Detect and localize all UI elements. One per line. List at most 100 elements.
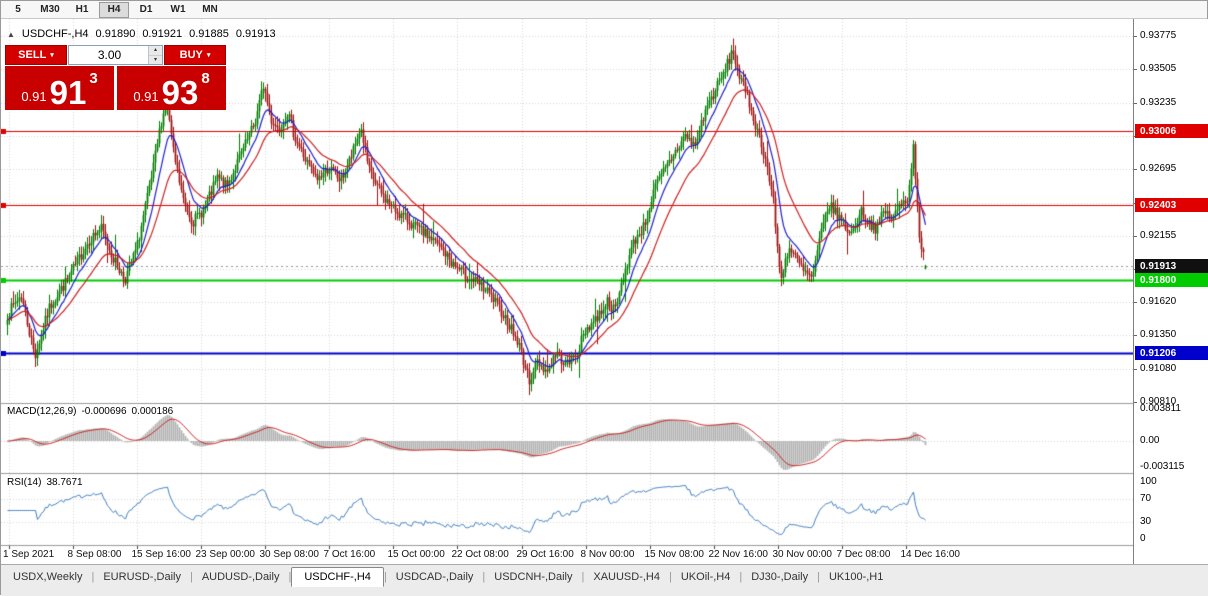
price-axis-label: 0.93505 [1140, 63, 1177, 74]
bar-close-value: 0.91913 [235, 28, 276, 40]
chart-tab[interactable]: USDX,Weekly [13, 571, 83, 583]
chart-tab[interactable]: USDCNH-,Daily [494, 571, 573, 583]
price-axis-label: 0.93235 [1140, 97, 1177, 108]
chart-tab[interactable]: UK100-,H1 [828, 571, 884, 583]
buy-button-label: BUY [179, 49, 203, 61]
trade-controls-row: SELL ▾ ▴ ▾ BUY ▾ [5, 45, 226, 65]
time-axis-label: 1 Sep 2021 [3, 549, 55, 560]
tab-separator: | [482, 571, 486, 583]
chevron-down-icon: ▾ [206, 51, 211, 59]
volume-down-button[interactable]: ▾ [149, 55, 162, 64]
price-axis-label: 0.91080 [1140, 363, 1177, 374]
price-axis-tick [1134, 335, 1137, 336]
volume-input[interactable] [69, 46, 162, 64]
timeframe-button-h4[interactable]: H4 [99, 1, 129, 18]
timeframe-button-d1[interactable]: D1 [139, 4, 153, 15]
buy-price-pip: 8 [201, 70, 210, 87]
one-click-trade-panel: SELL ▾ ▴ ▾ BUY ▾ 0.91 91 [5, 45, 226, 110]
time-axis-label: 7 Oct 16:00 [323, 549, 376, 560]
time-axis-label: 14 Dec 16:00 [900, 549, 961, 560]
volume-control: ▴ ▾ [68, 45, 163, 65]
time-axis-label: 23 Sep 00:00 [195, 549, 256, 560]
symbol-label: USDCHF-,H4 [21, 28, 89, 40]
time-axis-label: 8 Sep 08:00 [67, 549, 122, 560]
price-axis-label: 0.92155 [1140, 230, 1177, 241]
bar-open-value: 0.91890 [95, 28, 136, 40]
price-axis-label: 0.91350 [1140, 329, 1177, 340]
timeframe-toolbar: 5 M30 H1 H4 D1 W1 MN [1, 1, 1207, 19]
rsi-axis-label: 30 [1140, 516, 1152, 527]
tab-separator: | [91, 571, 95, 583]
tab-separator: | [288, 571, 292, 583]
chart-tab[interactable]: AUDUSD-,Daily [201, 571, 280, 583]
time-axis-label: 22 Oct 08:00 [451, 549, 509, 560]
price-axis-label: 0.91620 [1140, 296, 1177, 307]
price-badge: 0.93006 [1135, 124, 1208, 138]
price-axis-tick [1134, 69, 1137, 70]
tab-separator: | [189, 571, 193, 583]
tab-separator: | [383, 571, 387, 583]
time-axis-label: 30 Nov 00:00 [772, 549, 833, 560]
chart-tab[interactable]: USDCAD-,Daily [395, 571, 474, 583]
chart-tabs-bar: USDX,Weekly | EURUSD-,Daily | AUDUSD-,Daily |… [1, 564, 1208, 596]
time-axis-label: 30 Sep 08:00 [259, 549, 320, 560]
rsi-indicator-label: RSI(14) 38.7671 [7, 477, 83, 488]
chart-tab[interactable]: USDCHF-,H4 [291, 567, 384, 587]
chart-area: ▲ USDCHF-,H4 0.91890 0.91921 0.91885 0.9… [1, 19, 1208, 564]
price-badge: 0.91800 [1135, 273, 1208, 287]
sell-button[interactable]: SELL ▾ [5, 45, 67, 65]
rsi-axis-label: 100 [1140, 476, 1157, 487]
price-axis-tick [1134, 236, 1137, 237]
bar-low-value: 0.91885 [189, 28, 229, 40]
macd-indicator-label: MACD(12,26,9) -0.000696 0.000186 [7, 406, 173, 417]
buy-price-box[interactable]: 0.91 93 8 [117, 66, 226, 110]
sell-price-big-digits: 91 [49, 73, 87, 111]
price-axis[interactable]: 0.937750.935050.932350.929650.926950.924… [1133, 19, 1208, 564]
timeframe-button-m30[interactable]: M30 [40, 4, 60, 15]
macd-signal-value: 0.000186 [131, 406, 174, 417]
chart-tab[interactable]: EURUSD-,Daily [103, 571, 181, 583]
tab-separator: | [581, 571, 585, 583]
timeframe-button-h1[interactable]: H1 [75, 4, 89, 15]
buy-price-big-digits: 93 [161, 73, 199, 111]
macd-axis-label: 0.003811 [1140, 403, 1181, 414]
rsi-axis-label: 0 [1140, 533, 1146, 544]
timeframe-button-mn[interactable]: MN [202, 4, 218, 15]
time-axis-label: 22 Nov 16:00 [708, 549, 769, 560]
sell-price-pip: 3 [89, 70, 98, 87]
price-badge: 0.92403 [1135, 198, 1208, 212]
rsi-name: RSI(14) [7, 477, 42, 488]
sell-price-box[interactable]: 0.91 91 3 [5, 66, 114, 110]
price-axis-tick [1134, 169, 1137, 170]
one-click-panel-toggle-icon[interactable]: ▲ [7, 29, 15, 39]
chart-tab[interactable]: DJ30-,Daily [751, 571, 809, 583]
macd-axis-label: 0.00 [1140, 435, 1160, 446]
time-axis-label: 7 Dec 08:00 [836, 549, 891, 560]
time-axis-label: 8 Nov 00:00 [580, 549, 635, 560]
buy-price-prefix: 0.91 [133, 89, 159, 104]
chart-tab[interactable]: XAUUSD-,H4 [593, 571, 660, 583]
volume-spinner: ▴ ▾ [148, 46, 162, 64]
price-axis-label: 0.92695 [1140, 163, 1177, 174]
rsi-value: 38.7671 [46, 477, 83, 488]
time-axis: 1 Sep 2021 8 Sep 08:00 15 Sep 16:00 23 Sep … [1, 546, 1133, 564]
macd-name: MACD(12,26,9) [7, 406, 77, 417]
rsi-axis-label: 70 [1140, 493, 1152, 504]
timeframe-button-5[interactable]: 5 [15, 4, 21, 15]
chart-tab[interactable]: UKOil-,H4 [680, 571, 731, 583]
trade-prices-row: 0.91 91 3 0.91 93 8 [5, 66, 226, 110]
tab-separator: | [669, 571, 672, 583]
price-axis-tick [1134, 103, 1137, 104]
sell-button-label: SELL [18, 49, 47, 61]
chart-ohlc-header: ▲ USDCHF-,H4 0.91890 0.91921 0.91885 0.9… [7, 28, 276, 40]
timeframe-button-w1[interactable]: W1 [170, 4, 186, 15]
tab-separator: | [739, 571, 743, 583]
price-axis-tick [1134, 302, 1137, 303]
price-axis-label: 0.93775 [1140, 30, 1177, 41]
price-axis-label: 0.90810 [1140, 396, 1177, 407]
buy-button[interactable]: BUY ▾ [164, 45, 226, 65]
price-axis-tick [1134, 402, 1137, 403]
sell-price-prefix: 0.91 [21, 89, 47, 104]
volume-up-button[interactable]: ▴ [149, 46, 162, 56]
